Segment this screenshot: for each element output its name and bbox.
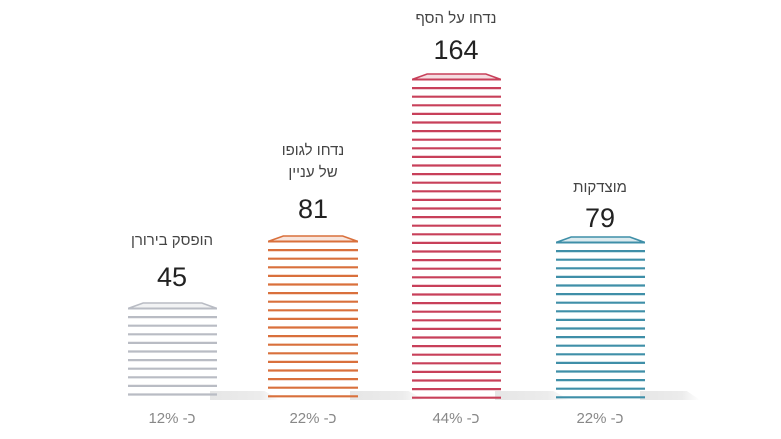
bar-rejected-on-merits bbox=[267, 235, 359, 400]
bar-value: 164 bbox=[433, 35, 479, 65]
bar-value: 79 bbox=[584, 203, 616, 233]
bar-label-text: של עניין bbox=[288, 164, 338, 181]
bar-percent: כ- 12% bbox=[148, 410, 196, 427]
bar-value: 81 bbox=[297, 194, 329, 224]
bar-label: נדחו על הסף bbox=[376, 8, 536, 30]
bar-rejected-outright bbox=[411, 73, 502, 400]
ground-shadow bbox=[350, 391, 425, 400]
ground-shadow bbox=[495, 391, 570, 400]
bar-label: מוצדקות bbox=[520, 177, 680, 199]
ground-shadow bbox=[210, 391, 280, 400]
bar-label-text: הופסק בירורן bbox=[130, 232, 214, 249]
bar-label: הופסק בירורן bbox=[92, 230, 252, 252]
bar-label-text: מוצדקות bbox=[573, 179, 627, 196]
bar-label: נדחו לגופו של עניין bbox=[233, 140, 393, 184]
bar-value: 45 bbox=[156, 262, 188, 292]
ground-shadow bbox=[640, 391, 700, 400]
bar-stopped-inquiry bbox=[127, 302, 218, 400]
bar-label-text: נדחו לגופו bbox=[281, 142, 345, 159]
bar-percent: כ- 22% bbox=[576, 410, 624, 427]
bar-percent: כ- 22% bbox=[289, 410, 337, 427]
bar-percent: כ- 44% bbox=[432, 410, 480, 427]
bar-label-text: נדחו על הסף bbox=[415, 10, 497, 27]
bar-justified bbox=[555, 236, 646, 400]
